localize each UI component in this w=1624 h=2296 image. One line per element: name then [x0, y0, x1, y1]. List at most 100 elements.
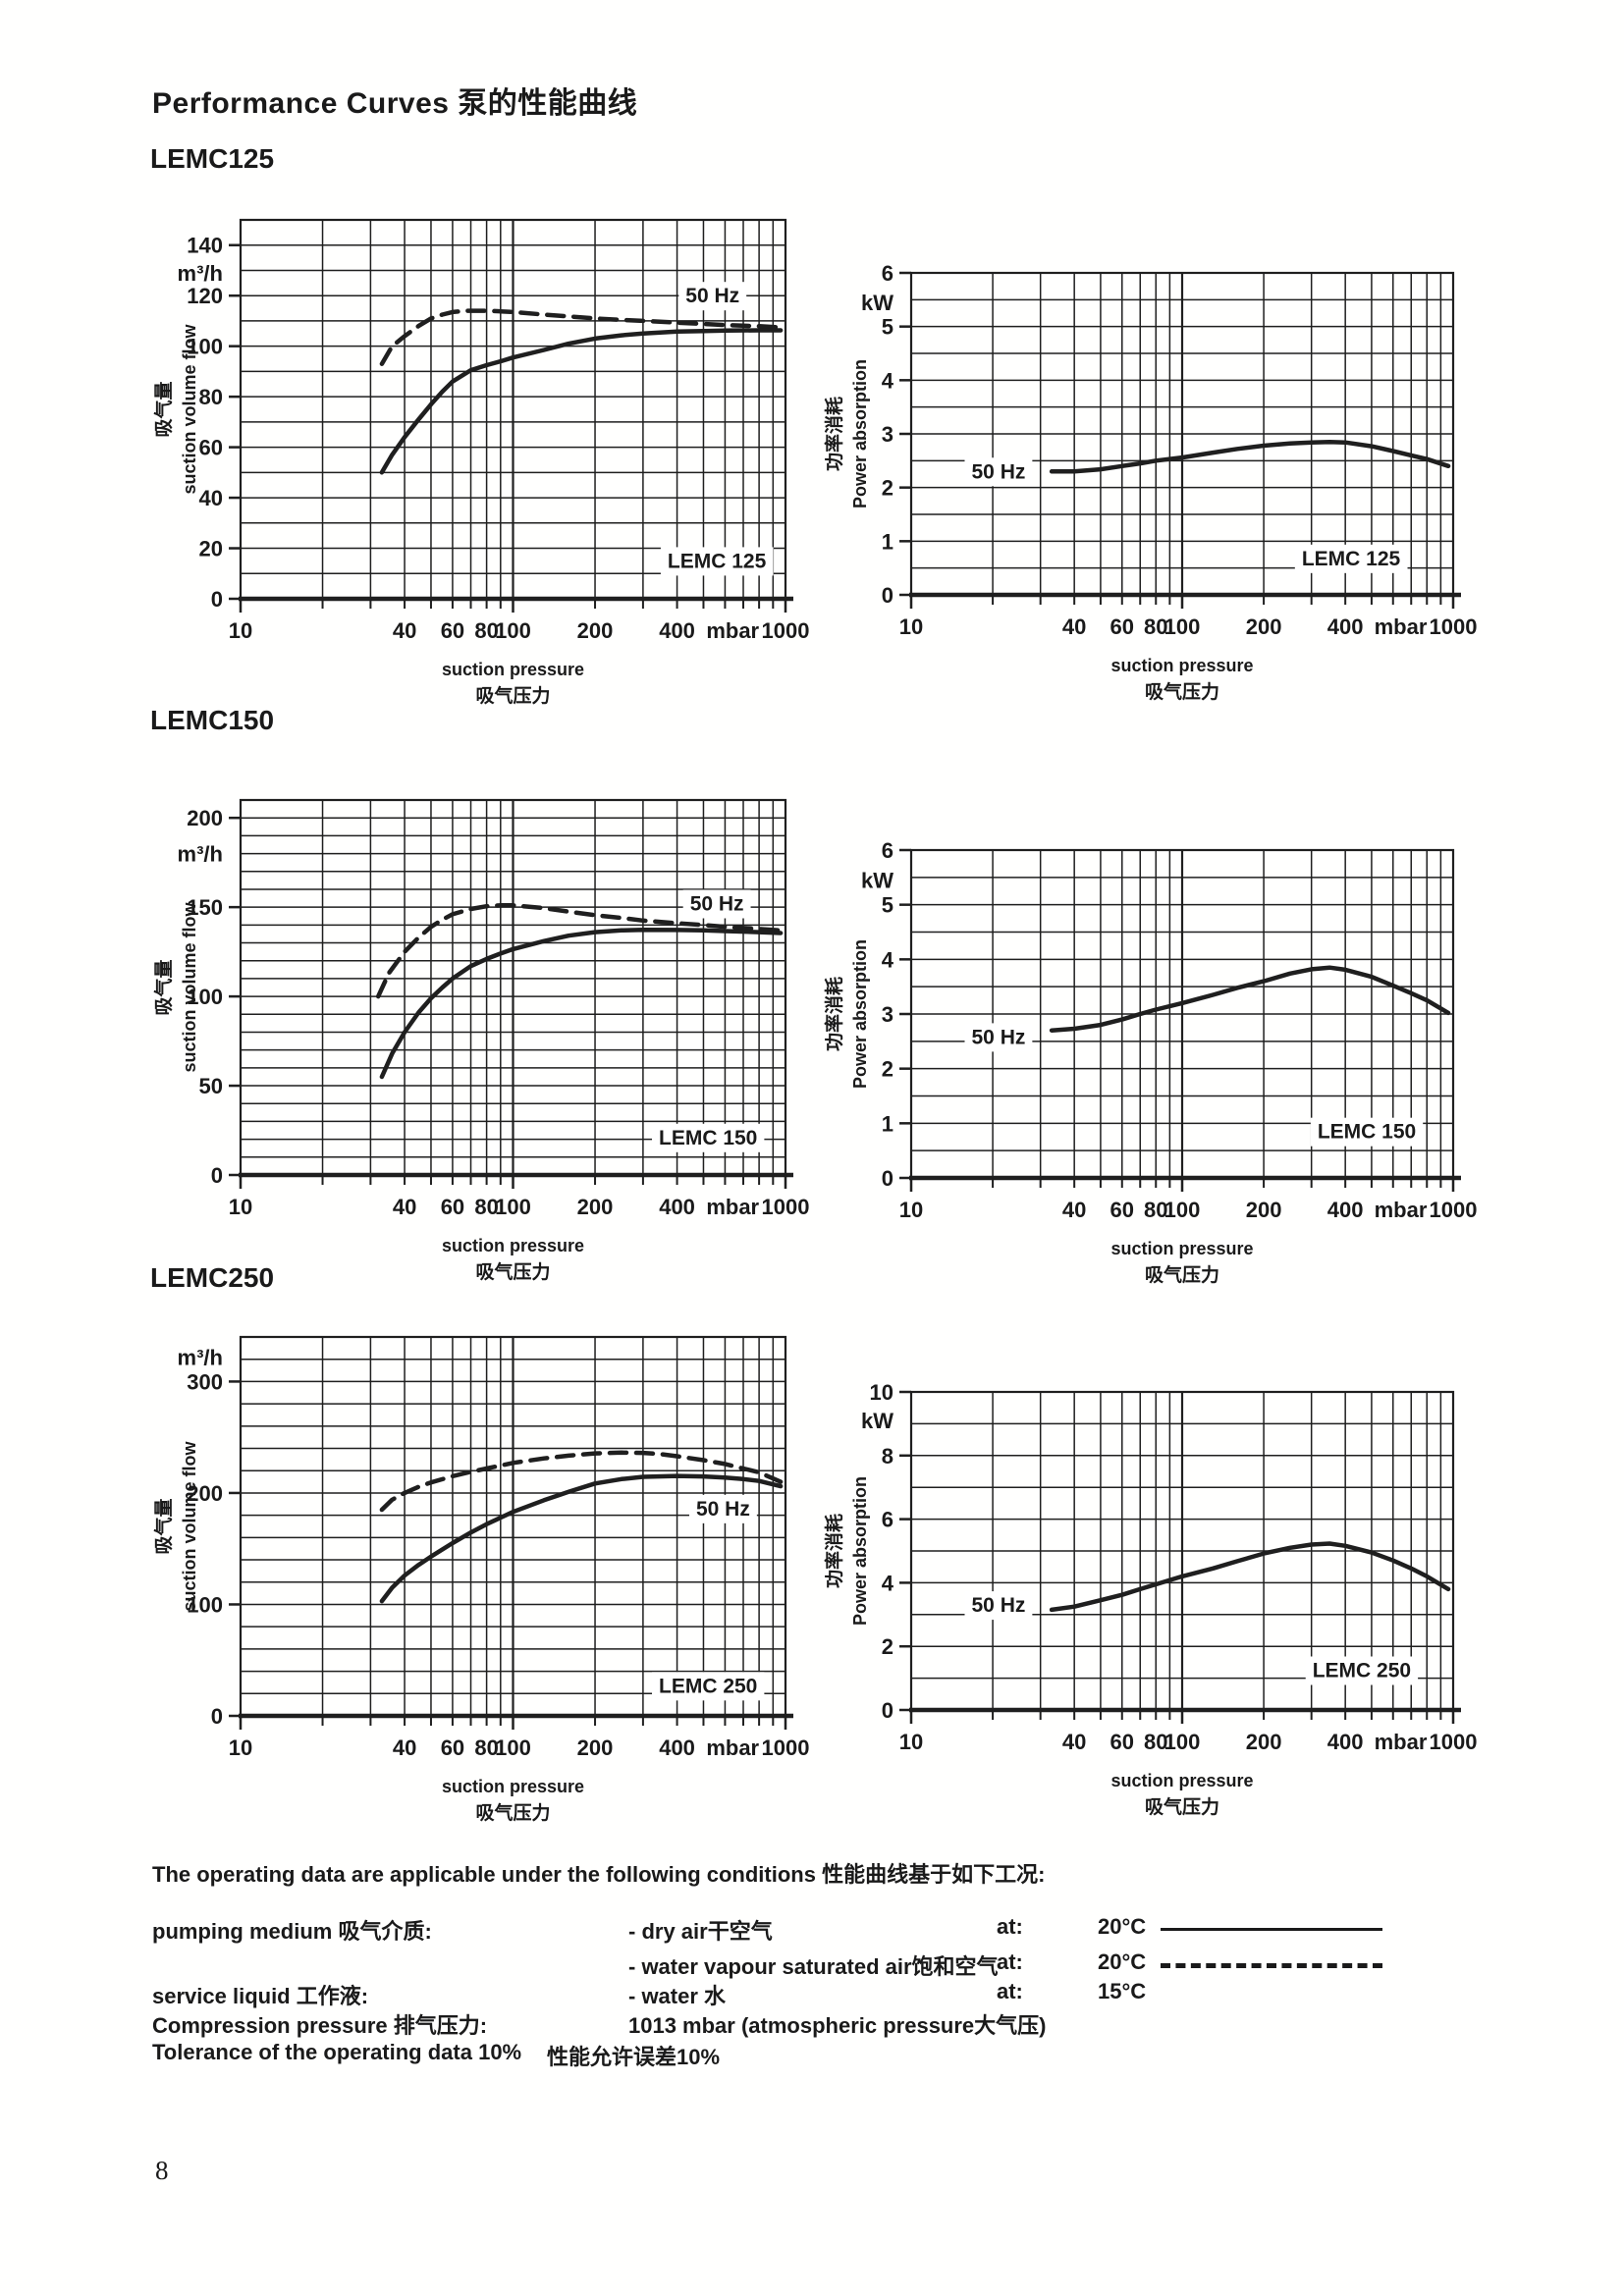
x-axis-title-zh: 吸气压力	[1145, 1263, 1219, 1286]
section-heading-lemc125: LEMC125	[150, 143, 275, 174]
x-axis-title-en: suction pressure	[1110, 1239, 1253, 1258]
y-tick-label: 0	[882, 583, 893, 608]
y-tick-label: 300	[187, 1369, 223, 1394]
annotation-label: LEMC 150	[659, 1127, 757, 1149]
y-tick-label: 6	[882, 838, 893, 863]
y-tick-label: 0	[211, 587, 223, 612]
x-axis-unit-label: mbar	[706, 1735, 759, 1760]
x-tick-label: 60	[1110, 1198, 1134, 1222]
x-tick-label: 400	[1327, 1198, 1364, 1222]
condition-temperature-value: 20°C	[1098, 1914, 1147, 1939]
x-tick-label: 200	[577, 618, 614, 643]
series-solid-curve	[379, 328, 784, 475]
series-solid-curve	[379, 927, 784, 1080]
y-tick-label: 0	[882, 1166, 893, 1191]
x-tick-label: 400	[659, 1195, 695, 1219]
x-axis-unit-label: mbar	[706, 1195, 759, 1219]
x-tick-label: 100	[495, 618, 531, 643]
y-tick-label: 10	[870, 1380, 893, 1405]
y-tick-label: 2	[882, 1057, 893, 1082]
y-axis-title-en: Power absorption	[850, 1476, 870, 1626]
x-tick-label: 1000	[762, 1735, 810, 1760]
x-tick-label: 80	[474, 1195, 498, 1219]
x-tick-label: 10	[899, 1730, 923, 1754]
y-axis-unit-label: m³/h	[178, 1345, 223, 1369]
x-tick-label: 60	[1110, 614, 1134, 639]
condition-item: - dry air干空气	[628, 1919, 773, 1944]
y-axis-unit-label: m³/h	[178, 261, 223, 286]
condition-at-label: at:	[997, 1979, 1023, 2003]
annotation-bg	[660, 547, 774, 576]
y-tick-label: 5	[882, 315, 893, 340]
x-tick-label: 10	[899, 1198, 923, 1222]
y-axis-title-zh: 功率消耗	[823, 397, 845, 471]
x-axis-title-en: suction pressure	[1110, 1771, 1253, 1790]
section-heading-lemc250: LEMC250	[150, 1262, 275, 1293]
y-tick-label: 200	[187, 1481, 223, 1506]
y-tick-label: 4	[882, 368, 894, 393]
x-axis-unit-label: mbar	[1375, 1198, 1428, 1222]
y-tick-label: 4	[882, 1571, 894, 1595]
annotation-bg	[964, 457, 1033, 487]
series-dashed-curve	[375, 903, 784, 999]
x-tick-label: 40	[393, 1195, 416, 1219]
annotation-bg	[678, 282, 747, 311]
annotation-label: LEMC 125	[668, 550, 767, 572]
x-tick-label: 100	[1164, 614, 1201, 639]
x-tick-label: 60	[441, 1195, 464, 1219]
x-axis-title-zh: 吸气压力	[475, 1801, 550, 1824]
y-tick-label: 120	[187, 284, 223, 308]
x-tick-label: 1000	[762, 1195, 810, 1219]
series-solid-curve	[379, 1473, 784, 1604]
x-tick-label: 40	[393, 1735, 416, 1760]
x-axis-title-zh: 吸气压力	[1145, 680, 1219, 703]
annotation-bg	[1305, 1656, 1419, 1685]
x-axis-title-zh: 吸气压力	[1145, 1795, 1219, 1818]
page-number: 8	[155, 2156, 169, 2185]
annotation-label: LEMC 150	[1318, 1121, 1416, 1144]
annotation-bg	[1310, 1117, 1424, 1147]
condition-item: 性能允许误差10%	[547, 2045, 721, 2069]
annotation-bg	[652, 1123, 765, 1152]
condition-item: - water vapour saturated air饱和空气	[628, 1954, 999, 1979]
y-axis-title-zh: 功率消耗	[823, 977, 845, 1051]
annotation-bg	[1294, 544, 1408, 573]
annotation-label: LEMC 250	[659, 1675, 757, 1697]
y-axis-title-zh: 吸气量	[152, 1498, 175, 1554]
condition-at-label: at:	[997, 1949, 1023, 1974]
annotation-label: 50 Hz	[972, 460, 1026, 483]
x-axis-title-en: suction pressure	[442, 1777, 584, 1796]
x-tick-label: 400	[1327, 614, 1364, 639]
annotation-bg	[652, 1672, 765, 1701]
annotation-label: 50 Hz	[972, 1594, 1026, 1617]
x-axis-unit-label: mbar	[706, 618, 759, 643]
x-axis-unit-label: mbar	[1375, 1730, 1428, 1754]
x-tick-label: 80	[1144, 1198, 1167, 1222]
x-tick-label: 200	[1246, 1198, 1282, 1222]
x-tick-label: 80	[474, 618, 498, 643]
x-tick-label: 200	[577, 1195, 614, 1219]
y-axis-unit-label: m³/h	[178, 842, 223, 867]
condition-label: Compression pressure 排气压力:	[152, 2013, 488, 2038]
x-tick-label: 10	[229, 1195, 252, 1219]
condition-label: Tolerance of the operating data 10%	[152, 2040, 522, 2064]
x-tick-label: 100	[1164, 1730, 1201, 1754]
y-tick-label: 20	[199, 537, 223, 561]
series-dashed-curve	[379, 1450, 784, 1513]
condition-temperature-value: 15°C	[1098, 1979, 1147, 2003]
annotation-bg	[964, 1023, 1033, 1052]
x-tick-label: 40	[393, 618, 416, 643]
condition-item: 1013 mbar (atmospheric pressure大气压)	[628, 2013, 1047, 2038]
y-axis-title-en: suction volume flow	[180, 323, 199, 494]
section-heading-lemc150: LEMC150	[150, 705, 275, 735]
y-tick-label: 200	[187, 806, 223, 830]
x-tick-label: 100	[495, 1735, 531, 1760]
y-axis-title-en: suction volume flow	[180, 1440, 199, 1611]
x-tick-label: 40	[1062, 1730, 1086, 1754]
annotation-bg	[964, 1591, 1033, 1621]
